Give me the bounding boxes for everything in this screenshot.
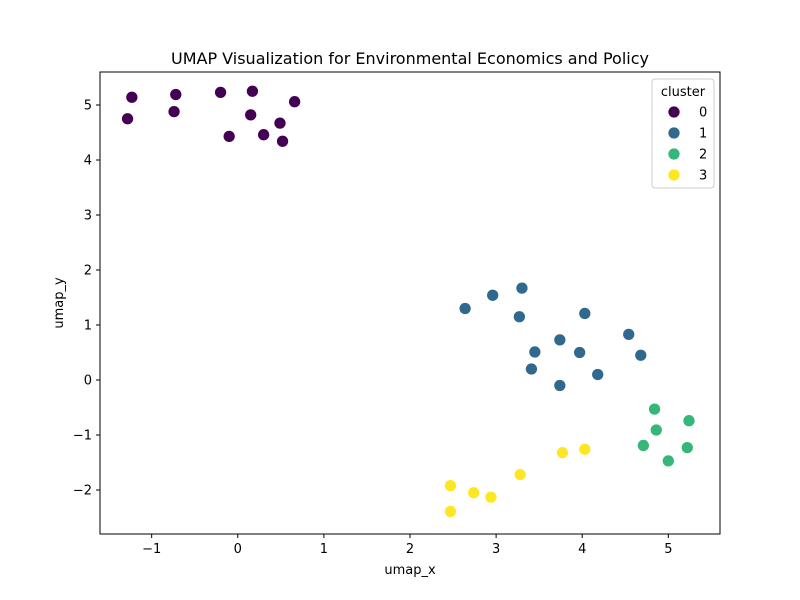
data-point-cluster-0 [244,108,258,122]
chart-title: UMAP Visualization for Environmental Eco… [171,49,649,68]
y-axis-label: umap_y [52,277,67,329]
data-point-cluster-3 [513,468,527,481]
data-point-cluster-1 [634,348,648,362]
data-point-cluster-0 [169,88,183,101]
legend-items: 0 1 2 3 [667,105,707,184]
data-point-cluster-1 [486,288,500,302]
data-point-cluster-0 [257,128,270,142]
x-tick-label: 5 [664,542,672,557]
x-tick-label: 0 [234,542,242,557]
legend-marker [667,126,681,140]
data-point-cluster-3 [467,486,481,500]
y-tick-label: 0 [84,374,92,389]
data-point-cluster-1 [458,302,472,315]
data-point-cluster-0 [246,84,259,98]
data-point-cluster-1 [513,310,526,324]
x-tick-label: 1 [320,542,328,557]
y-tick-label: 3 [84,209,92,224]
data-point-cluster-1 [578,307,592,320]
y-axis-ticks: −2 −1 0 1 2 3 4 5 [73,99,100,499]
data-point-cluster-3 [444,479,457,492]
y-tick-label: 4 [84,154,92,169]
y-tick-label: −2 [73,484,92,499]
data-point-cluster-1 [525,362,538,376]
data-point-cluster-3 [578,442,592,456]
data-point-cluster-2 [648,402,661,416]
data-point-cluster-2 [649,423,663,437]
data-point-cluster-1 [515,281,529,295]
legend-label: 3 [699,169,707,184]
legend: cluster 0 1 2 3 [651,78,715,189]
data-point-cluster-2 [680,441,694,454]
legend-marker [667,147,681,161]
data-point-cluster-0 [214,85,227,99]
data-point-cluster-1 [622,328,636,341]
legend-frame [651,78,715,189]
data-point-cluster-0 [167,105,181,118]
x-axis-label: umap_x [384,563,436,578]
x-tick-label: −1 [142,542,161,557]
data-point-cluster-1 [573,346,586,359]
data-point-cluster-0 [273,116,287,130]
data-point-cluster-3 [484,490,498,504]
points-layer [121,84,696,518]
data-point-cluster-0 [288,95,301,109]
y-tick-label: 1 [84,319,92,334]
x-tick-label: 4 [578,542,586,557]
data-point-cluster-1 [553,333,567,347]
legend-title: cluster [661,85,706,100]
y-tick-label: 5 [84,99,92,114]
data-point-cluster-3 [556,446,569,459]
legend-marker [667,168,681,182]
legend-label: 2 [699,148,707,163]
data-point-cluster-2 [661,454,675,468]
legend-marker [667,105,681,119]
data-point-cluster-0 [276,134,289,148]
legend-label: 1 [699,127,707,142]
x-tick-label: 2 [406,542,414,557]
y-tick-label: 2 [84,264,92,279]
legend-label: 0 [699,106,707,121]
data-point-cluster-1 [528,345,542,359]
data-point-cluster-2 [637,439,650,452]
x-axis-ticks: −1 0 1 2 3 4 5 [142,534,672,557]
plot-frame [99,71,721,535]
data-point-cluster-0 [222,130,236,143]
data-point-cluster-0 [121,112,134,126]
y-tick-label: −1 [73,429,92,444]
data-point-cluster-1 [591,368,605,381]
x-tick-label: 3 [492,542,500,557]
data-point-cluster-1 [553,379,567,392]
data-point-cluster-0 [125,90,139,104]
data-point-cluster-3 [444,505,457,518]
data-point-cluster-2 [682,414,696,428]
